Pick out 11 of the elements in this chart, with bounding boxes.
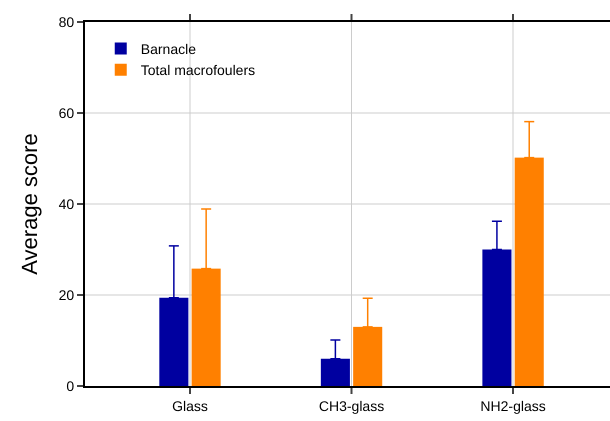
- legend-label: Total macrofoulers: [140, 62, 256, 78]
- y-tick-label: 80: [58, 14, 74, 30]
- y-tick-label: 40: [58, 196, 74, 212]
- y-tick-label: 0: [66, 378, 74, 394]
- y-axis-title: Average score: [16, 133, 42, 275]
- legend-label: Barnacle: [140, 40, 196, 57]
- y-tick-label: 60: [58, 104, 74, 121]
- x-tick-label: NH2-glass: [480, 398, 546, 414]
- y-tick-label: 20: [58, 286, 74, 303]
- x-tick-label: CH3-glass: [318, 398, 384, 414]
- x-tick-label: Glass: [172, 398, 208, 414]
